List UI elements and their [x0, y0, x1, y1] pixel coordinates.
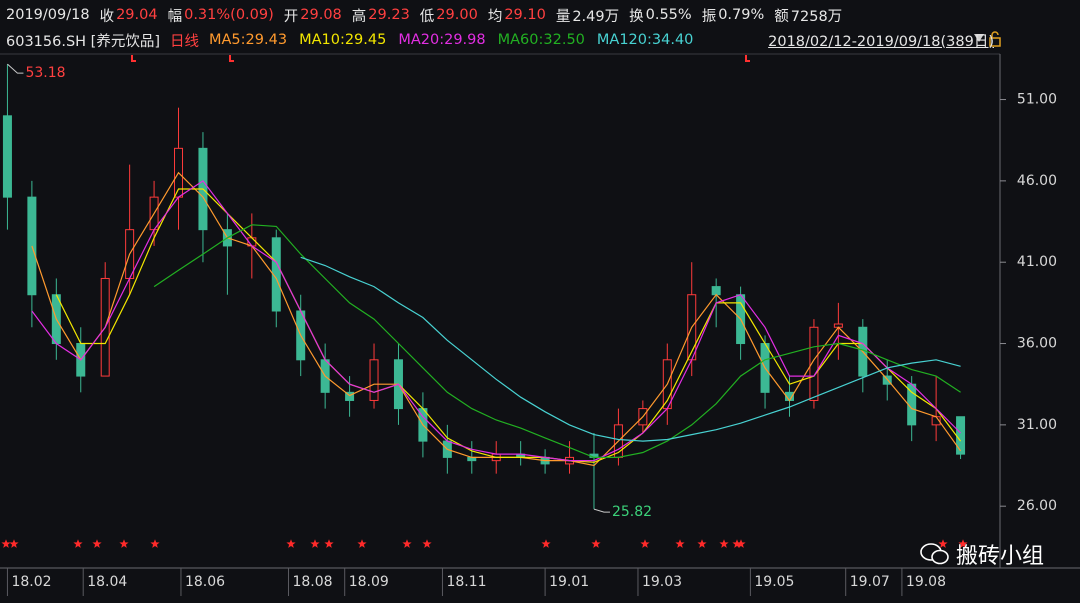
date-range[interactable]: 2018/02/12-2019/09/18(389日): [768, 33, 994, 50]
signal-star: [1, 539, 11, 548]
quote-bar: 2019/09/18 收 29.04 幅 0.31%(0.09) 开 29.08 高 29.2…: [6, 2, 852, 28]
signal-star: [73, 539, 83, 548]
annotation-leader: [593, 508, 610, 513]
field-label: 均: [487, 8, 503, 25]
signal-star: [675, 539, 685, 548]
signal-star: [92, 539, 102, 548]
field-value: 0.55%: [645, 7, 692, 23]
field-label: 开: [283, 8, 299, 25]
legend-entry: MA5:29.43: [209, 32, 288, 48]
field-label: 振: [701, 8, 717, 25]
field-value: 29.00: [436, 7, 478, 23]
field-value: 29.08: [300, 7, 342, 23]
annotation: 25.82: [612, 504, 652, 520]
signal-star: [591, 539, 601, 548]
field-value: 0.79%: [718, 7, 765, 23]
signal-star: [119, 539, 129, 548]
y-tick-label: 36.00: [1017, 336, 1057, 352]
field-label: 幅: [167, 8, 183, 25]
x-tick-label: 18.02: [11, 574, 51, 590]
signal-star: [732, 539, 742, 548]
signal-star: [324, 539, 334, 548]
x-tick-label: 19.07: [850, 574, 890, 590]
ma-line: [153, 224, 961, 458]
legend: MA5:29.43 MA10:29.45 MA20:29.98 MA60:32.50 M…: [209, 32, 705, 48]
signal-star: [402, 539, 412, 548]
signal-star: [938, 539, 948, 548]
signal-star: [719, 539, 729, 548]
field-value: 7258万: [790, 8, 843, 25]
legend-entry: MA120:34.40: [596, 32, 694, 48]
candle-body: [271, 237, 281, 312]
flag: [745, 55, 750, 62]
candle-body: [711, 286, 721, 296]
candle-body: [956, 416, 966, 455]
flag: [131, 55, 136, 62]
wechat-icon: [920, 543, 949, 565]
dropdown-icon[interactable]: [974, 34, 984, 42]
signal-star: [150, 539, 160, 548]
candle-body: [345, 391, 355, 401]
field-label: 低: [419, 8, 435, 25]
lock-shackle: [991, 31, 999, 38]
y-tick-label: 31.00: [1017, 417, 1057, 433]
signal-star: [958, 539, 968, 548]
legend-entry: MA60:32.50: [497, 32, 585, 48]
x-tick-label: 18.06: [185, 574, 225, 590]
signal-star: [422, 539, 432, 548]
signal-star: [541, 539, 551, 548]
watermark: 搬砖小组: [920, 538, 1044, 570]
ma-line: [31, 180, 962, 462]
legend-entry: MA10:29.45: [299, 32, 387, 48]
ma-line: [55, 188, 962, 463]
field-label: 额: [774, 8, 789, 25]
signal-star: [9, 539, 19, 548]
candle-body: [809, 326, 819, 401]
period: 日线: [170, 33, 199, 50]
field-label: 量: [555, 8, 571, 25]
y-tick-label: 46.00: [1017, 173, 1057, 189]
flag: [229, 55, 234, 62]
signal-row: [1, 539, 968, 548]
signal-star: [286, 539, 296, 548]
signal-star: [640, 539, 650, 548]
quote-date: 2019/09/18: [6, 7, 90, 23]
x-tick-label: 19.05: [754, 574, 794, 590]
y-tick-label: 51.00: [1017, 92, 1057, 108]
lock-icon[interactable]: [989, 37, 1001, 47]
field-label: 换: [629, 8, 644, 25]
field-label: 高: [351, 8, 367, 25]
annotation-leader: [7, 63, 24, 74]
candle-body: [369, 359, 379, 401]
x-tick-label: 18.04: [87, 574, 127, 590]
signal-star: [310, 539, 320, 548]
field-label: 收: [99, 8, 115, 25]
ma-line: [300, 256, 961, 442]
field-value: 29.04: [116, 7, 158, 23]
symbol: 603156.SH [养元饮品]: [6, 33, 160, 50]
x-tick-label: 18.08: [292, 574, 332, 590]
signal-star: [736, 539, 746, 548]
signal-star: [357, 539, 367, 548]
legend-bar: 603156.SH [养元饮品] 日线 MA5:29.43 MA10:29.45 M…: [6, 27, 1074, 53]
x-tick-label: 18.11: [446, 574, 486, 590]
annotation: 53.18: [25, 65, 65, 81]
x-tick-label: 19.01: [549, 574, 589, 590]
field-value: 2.49万: [572, 8, 620, 25]
y-tick-label: 26.00: [1017, 498, 1057, 514]
legend-entry: MA20:29.98: [398, 32, 486, 48]
signal-star: [697, 539, 707, 548]
candle-body: [2, 115, 12, 198]
x-tick-label: 19.03: [642, 574, 682, 590]
y-tick-label: 41.00: [1017, 254, 1057, 270]
field-value: 29.23: [368, 7, 410, 23]
field-value: 29.10: [504, 7, 546, 23]
watermark-text: 搬砖小组: [955, 544, 1044, 569]
field-value: 0.31%(0.09): [184, 7, 274, 23]
x-tick-label: 18.09: [349, 574, 389, 590]
x-tick-label: 19.08: [906, 574, 946, 590]
